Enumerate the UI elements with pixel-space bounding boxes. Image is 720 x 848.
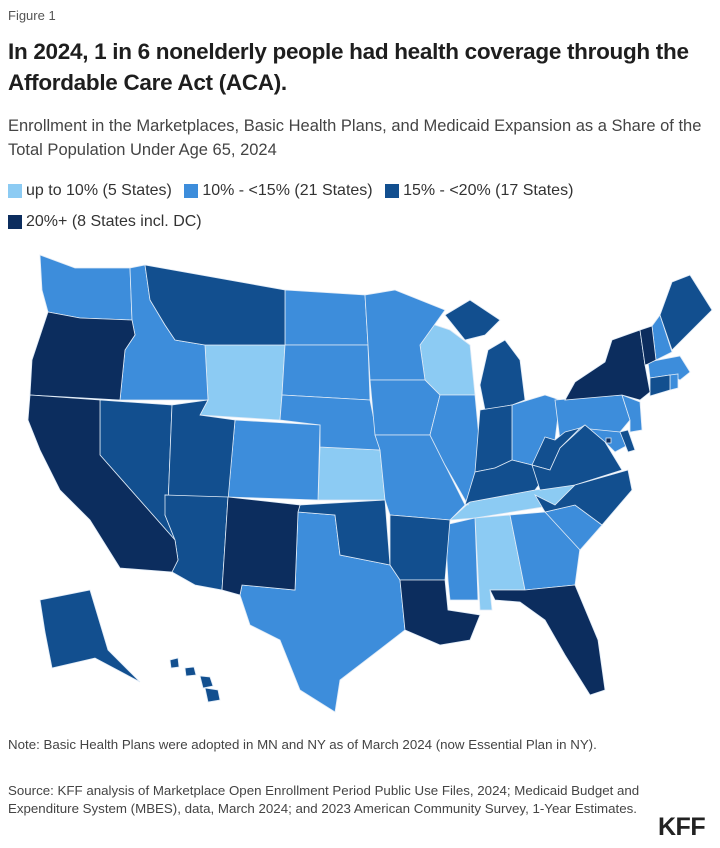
state-la xyxy=(399,579,481,646)
state-hi xyxy=(204,687,221,703)
state-il xyxy=(429,394,483,506)
legend: up to 10% (5 States) 10% - <15% (21 Stat… xyxy=(8,177,713,239)
chart-subtitle: Enrollment in the Marketplaces, Basic He… xyxy=(8,117,702,159)
legend-swatch xyxy=(8,215,22,229)
state-ks xyxy=(317,446,386,501)
state-sd xyxy=(281,344,371,401)
state-wy xyxy=(199,344,286,421)
legend-swatch xyxy=(385,184,400,198)
legend-swatch xyxy=(184,184,199,198)
state-co xyxy=(227,419,321,501)
state-in xyxy=(474,404,513,473)
legend-label: up to 10% (5 States) xyxy=(26,182,172,199)
state-ne xyxy=(279,394,381,451)
source: Source: KFF analysis of Marketplace Open… xyxy=(8,783,640,816)
legend-item-20-plus: 20%+ (8 States incl. DC) xyxy=(8,208,202,236)
state-va xyxy=(531,424,623,491)
legend-label: 15% - <20% (17 States) xyxy=(403,182,574,199)
state-nc xyxy=(533,469,633,526)
legend-label: 20%+ (8 States incl. DC) xyxy=(26,213,202,230)
state-de xyxy=(619,429,636,453)
state-mn xyxy=(364,289,446,381)
state-hi xyxy=(199,675,214,689)
state-hi xyxy=(184,666,197,677)
state-vt xyxy=(639,325,657,366)
state-ar xyxy=(389,514,451,581)
state-mi xyxy=(479,339,526,411)
state-ak xyxy=(39,589,141,683)
legend-swatch xyxy=(8,184,22,198)
state-ms xyxy=(444,517,479,601)
state-hi xyxy=(169,657,180,669)
legend-item-15-20: 15% - <20% (17 States) xyxy=(385,177,573,205)
state-ct xyxy=(649,374,671,397)
state-nm xyxy=(221,496,301,596)
note: Note: Basic Health Plans were adopted in… xyxy=(8,737,597,752)
state-mi xyxy=(444,299,501,341)
state-wa xyxy=(39,254,133,321)
us-choropleth-map xyxy=(27,254,713,713)
state-dc xyxy=(605,437,612,444)
state-ri xyxy=(669,373,679,391)
state-nj xyxy=(621,394,643,433)
chart-title: In 2024, 1 in 6 nonelderly people had he… xyxy=(8,39,689,95)
state-or xyxy=(29,311,136,401)
kff-logo: KFF xyxy=(658,813,706,841)
state-nd xyxy=(284,289,369,346)
legend-item-10-15: 10% - <15% (21 States) xyxy=(184,177,373,205)
state-ny xyxy=(564,329,651,401)
state-ia xyxy=(369,379,441,436)
state-fl xyxy=(489,584,606,696)
legend-item-under-10: up to 10% (5 States) xyxy=(8,177,172,205)
state-ca xyxy=(27,394,179,573)
figure-label: Figure 1 xyxy=(8,8,56,23)
state-me xyxy=(659,274,713,351)
state-mt xyxy=(144,264,286,346)
legend-label: 10% - <15% (21 States) xyxy=(202,182,373,199)
